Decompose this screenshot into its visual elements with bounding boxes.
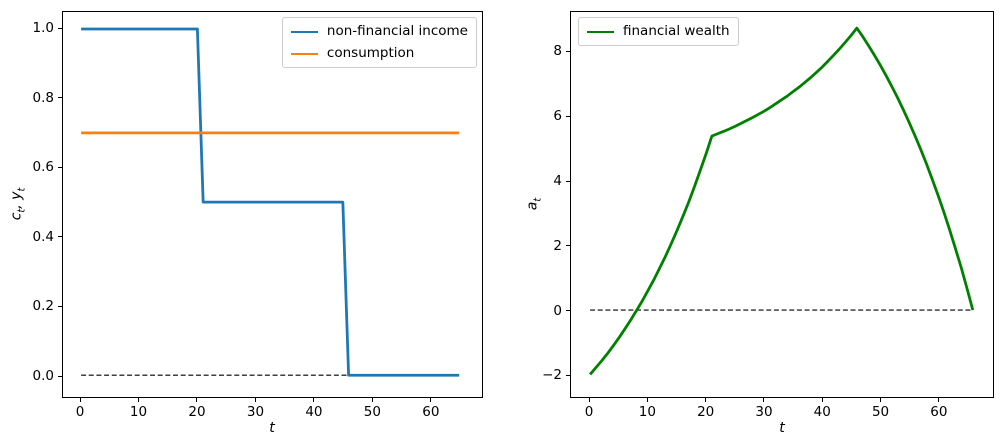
- x-tick-mark: [313, 398, 315, 402]
- right-chart-lines: [589, 26, 975, 376]
- y-tick-mark: [566, 310, 570, 312]
- y-tick-label: 6: [553, 108, 562, 125]
- x-tick-mark: [705, 398, 707, 402]
- y-tick-mark: [58, 305, 62, 307]
- x-tick-mark: [430, 398, 432, 402]
- y-tick-label: 2: [553, 237, 562, 254]
- left-plot-area: non-financial income consumption: [62, 11, 483, 398]
- y-tick-label: 4: [553, 173, 562, 190]
- y-tick-mark: [58, 375, 62, 377]
- x-tick-label: 40: [305, 404, 323, 420]
- x-tick-label: 40: [813, 404, 831, 420]
- legend-entry-label: consumption: [326, 45, 415, 61]
- x-tick-label: 20: [188, 404, 206, 420]
- x-tick-mark: [763, 398, 765, 402]
- y-tick-label: 0.4: [32, 228, 54, 245]
- y-tick-label: 0.6: [32, 159, 54, 176]
- legend: financial wealth: [578, 17, 739, 46]
- right-plot-area: financial wealth: [570, 11, 994, 398]
- legend-line-sample: [290, 52, 318, 55]
- x-tick-mark: [196, 398, 198, 402]
- y-tick-label: 0.8: [32, 89, 54, 106]
- y-tick-label: 1.0: [32, 20, 54, 37]
- y-tick-mark: [58, 97, 62, 99]
- y-axis-label: at: [524, 197, 544, 211]
- x-tick-mark: [821, 398, 823, 402]
- x-tick-label: 60: [930, 404, 948, 420]
- x-tick-mark: [254, 398, 256, 402]
- y-tick-mark: [58, 236, 62, 238]
- series-line-non-financial-income: [81, 27, 460, 377]
- x-tick-label: 50: [871, 404, 890, 420]
- left-chart-lines: [81, 27, 460, 377]
- x-tick-mark: [880, 398, 882, 402]
- x-tick-label: 0: [75, 404, 85, 420]
- y-tick-mark: [566, 115, 570, 117]
- legend-line-sample: [290, 30, 318, 33]
- y-tick-label: 0.0: [32, 368, 54, 385]
- x-tick-mark: [371, 398, 373, 402]
- x-axis-label: t: [269, 420, 275, 436]
- legend-entry-label: financial wealth: [623, 23, 730, 39]
- y-tick-label: 0: [553, 302, 562, 319]
- y-tick-label: −2: [542, 367, 562, 384]
- legend-entry: non-financial income: [290, 23, 468, 40]
- x-tick-mark: [938, 398, 940, 402]
- x-tick-label: 10: [129, 404, 148, 420]
- y-tick-label: 8: [553, 43, 562, 60]
- legend-entry: consumption: [290, 45, 468, 62]
- x-tick-label: 0: [584, 404, 594, 420]
- x-tick-label: 30: [755, 404, 773, 420]
- y-tick-mark: [566, 180, 570, 182]
- x-tick-mark: [79, 398, 81, 402]
- legend: non-financial income consumption: [281, 17, 477, 68]
- y-tick-label: 0.2: [32, 298, 54, 315]
- x-tick-mark: [646, 398, 648, 402]
- x-tick-mark: [588, 398, 590, 402]
- series-line-financial-wealth: [589, 26, 975, 376]
- y-tick-mark: [566, 374, 570, 376]
- x-tick-label: 20: [697, 404, 715, 420]
- y-tick-mark: [566, 50, 570, 52]
- x-axis-label: t: [779, 420, 785, 436]
- x-tick-label: 60: [422, 404, 440, 420]
- legend-entry: financial wealth: [587, 23, 730, 40]
- y-tick-mark: [58, 27, 62, 29]
- y-tick-mark: [58, 166, 62, 168]
- legend-entry-label: non-financial income: [326, 23, 468, 39]
- x-tick-label: 10: [638, 404, 656, 420]
- x-tick-label: 50: [363, 404, 381, 420]
- legend-line-sample: [587, 30, 614, 33]
- x-tick-mark: [138, 398, 140, 402]
- x-tick-label: 30: [246, 404, 265, 420]
- y-tick-mark: [566, 245, 570, 247]
